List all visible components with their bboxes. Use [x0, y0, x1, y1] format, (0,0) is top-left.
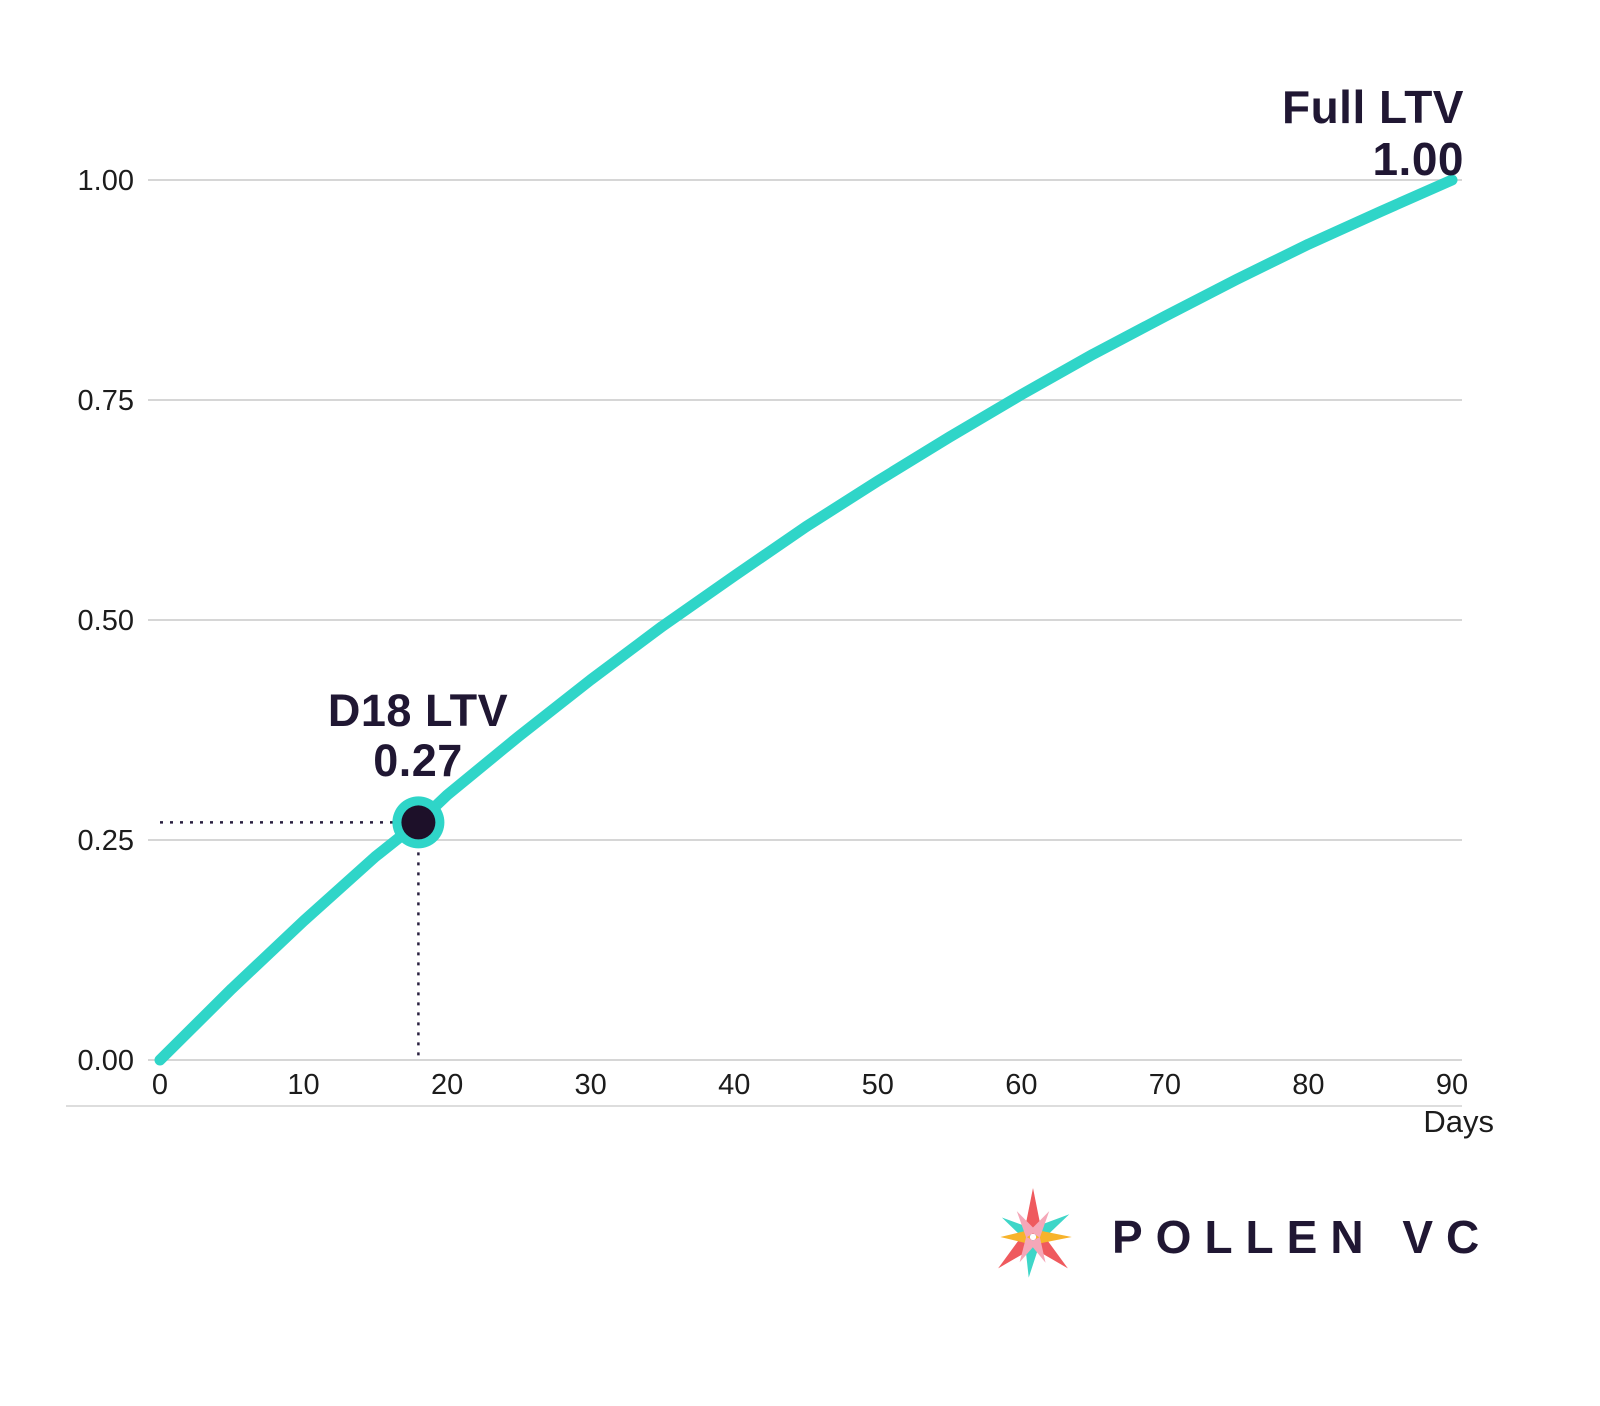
logo-ray-yellow	[1036, 1229, 1072, 1245]
logo-ray-pink	[1029, 1211, 1050, 1238]
annotation-d18-value: 0.27	[373, 735, 463, 787]
x-tick-label: 50	[862, 1069, 894, 1101]
x-tick-label: 60	[1005, 1069, 1037, 1101]
pollen-vc-starburst-icon	[998, 1188, 1072, 1278]
annotation-full-label: Full LTV	[1281, 81, 1464, 133]
y-tick-label: 0.25	[78, 825, 134, 857]
x-tick-label: 90	[1436, 1069, 1468, 1101]
logo-ray-red	[1023, 1188, 1043, 1234]
pollen-vc-logo: POLLEN VC	[982, 1186, 1492, 1288]
y-tick-label: 0.00	[78, 1045, 134, 1077]
logo-ray-pink	[1019, 1236, 1037, 1263]
y-tick-label: 0.50	[78, 605, 134, 637]
x-tick-label: 40	[718, 1069, 750, 1101]
y-tick-label: 1.00	[78, 165, 134, 197]
marker-dot	[401, 805, 436, 840]
annotation-full-value: 1.00	[1372, 132, 1464, 185]
x-tick-label: 0	[152, 1069, 168, 1101]
x-tick-label: 20	[431, 1069, 463, 1101]
annotation-d18-label: D18 LTV	[327, 685, 509, 736]
ltv-curve	[154, 174, 1458, 1066]
x-tick-label: 80	[1292, 1069, 1324, 1101]
annotation-full-ltv: Full LTV 1.00	[1064, 81, 1464, 185]
y-tick-label: 0.75	[78, 385, 134, 417]
logo-ray-yellow	[1000, 1229, 1030, 1245]
x-tick-label: 30	[575, 1069, 607, 1101]
annotation-d18-ltv: D18 LTV 0.27	[268, 685, 568, 787]
pollen-vc-logo-text: POLLEN VC	[1112, 1211, 1493, 1263]
x-axis-title: Days	[1423, 1104, 1494, 1139]
x-tick-label: 10	[287, 1069, 319, 1101]
x-tick-label: 70	[1149, 1069, 1181, 1101]
